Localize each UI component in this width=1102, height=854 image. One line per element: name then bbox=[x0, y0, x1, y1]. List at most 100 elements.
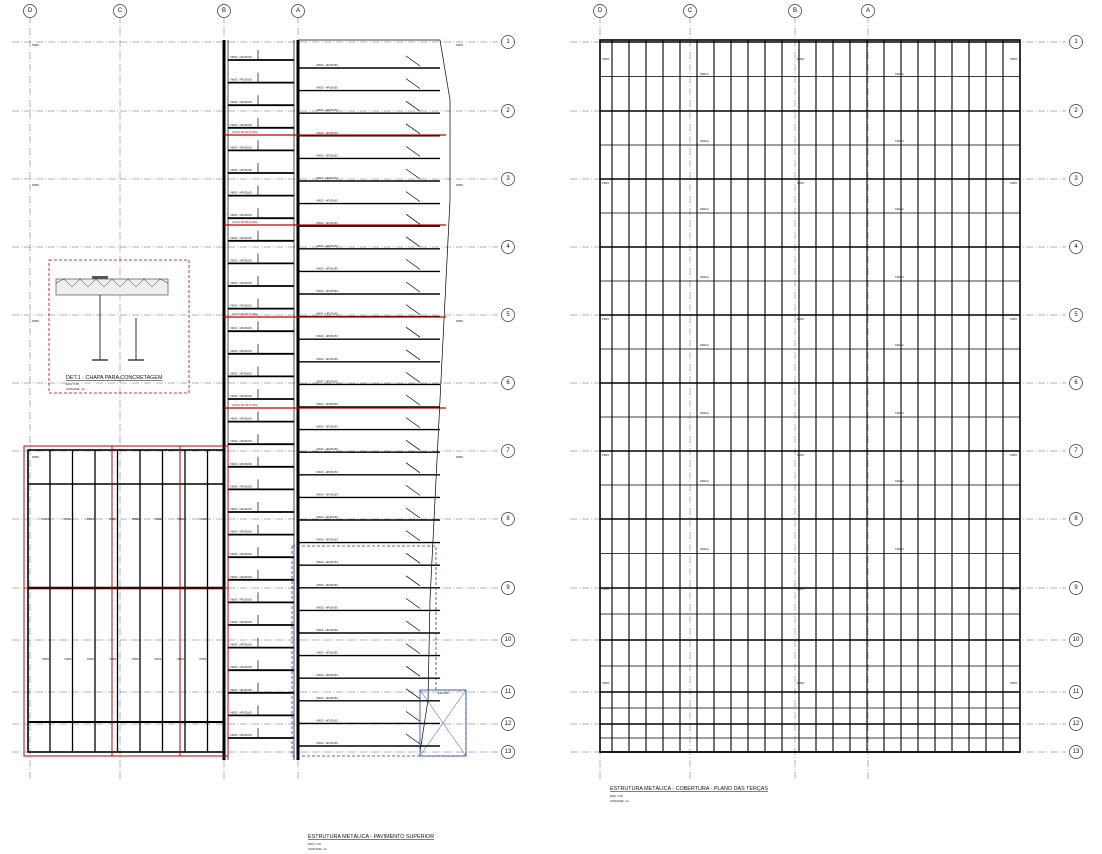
column-bubble-C-circle bbox=[683, 4, 697, 18]
row-bubble-1: 1 bbox=[501, 35, 515, 49]
row-bubble-2: 2 bbox=[501, 104, 515, 118]
pillar-tag: PM03 bbox=[1010, 181, 1017, 185]
beam-tag: VMO3 - HP200x53 bbox=[230, 733, 252, 737]
left-plan-unit: UNIDADE: cm bbox=[308, 847, 328, 851]
pillar-tag: PM03 bbox=[602, 681, 609, 685]
beam-tag: PM03 bbox=[65, 657, 72, 661]
row-bubble-5: 5 bbox=[501, 308, 515, 322]
purlin-tag: TERÇA bbox=[895, 139, 904, 143]
row-bubble-10-label: 10 bbox=[505, 637, 512, 643]
row-bubble-11: 11 bbox=[1069, 685, 1083, 699]
purlin-tag: TERÇA bbox=[895, 207, 904, 211]
row-bubble-8-label: 8 bbox=[1074, 516, 1078, 522]
arrow bbox=[405, 259, 421, 270]
arrow bbox=[405, 462, 421, 474]
pillar-tag: PM03 bbox=[456, 183, 463, 187]
pillar-tag: PM03 bbox=[1010, 587, 1017, 591]
beam-tag: VMO3 - HP200x53 bbox=[230, 213, 252, 217]
row-bubble-2-circle bbox=[1069, 104, 1083, 118]
row-bubble-8-label: 8 bbox=[506, 516, 510, 522]
purlin-tag: TERÇA bbox=[895, 411, 904, 415]
column-bubble-B-label: B bbox=[793, 8, 797, 14]
beam-tag: VMO3 - HP200x53 bbox=[230, 462, 252, 466]
row-bubble-2: 2 bbox=[1069, 104, 1083, 118]
beam-tag: VMO3 - HP200x53 bbox=[316, 334, 338, 338]
beam-tag: PM03 bbox=[110, 657, 117, 661]
beam-tag: VMO3 - HP200x53 bbox=[316, 266, 338, 270]
arrow bbox=[405, 485, 421, 496]
beam-tag: PM03 bbox=[200, 657, 207, 661]
beam-tag: VMO3 - HP200x53 bbox=[316, 628, 338, 632]
column-bubble-A-label: A bbox=[296, 8, 300, 14]
column-bubble-A: A bbox=[291, 4, 305, 18]
purlin-tag: TERÇA bbox=[895, 547, 904, 551]
arrow bbox=[405, 123, 421, 135]
row-bubble-1-circle bbox=[1069, 35, 1083, 49]
row-bubble-4: 4 bbox=[1069, 240, 1083, 254]
beam-tag: VMO3 - HP200x53 bbox=[316, 470, 338, 474]
beam-tag: PM03 bbox=[155, 517, 162, 521]
row-bubble-1-label: 1 bbox=[506, 39, 510, 45]
beam-tag: VMO3 - HP200x53 bbox=[316, 63, 338, 67]
pillar-tag: PM03 bbox=[602, 57, 609, 61]
row-bubble-4-circle bbox=[501, 240, 515, 254]
pillar-tag: PM03 bbox=[32, 319, 39, 323]
beam-tag: VMO3 - HP200x53 bbox=[316, 108, 338, 112]
column-bubble-D: D bbox=[23, 4, 37, 18]
row-bubble-5-circle bbox=[501, 308, 515, 322]
purlin-tag: TERÇA bbox=[700, 275, 709, 279]
beam-tag: VMO3 - HP200x53 bbox=[230, 597, 252, 601]
beam-tag: VMO3 - HP200x53 bbox=[230, 417, 252, 421]
row-bubble-1-circle bbox=[501, 35, 515, 49]
arrow bbox=[405, 236, 421, 248]
row-bubble-5-label: 5 bbox=[1074, 312, 1078, 318]
column-bubble-A: A bbox=[861, 4, 875, 18]
beam-tag: PM03 bbox=[65, 517, 72, 521]
row-bubble-4-circle bbox=[1069, 240, 1083, 254]
row-bubble-12: 12 bbox=[1069, 717, 1083, 731]
beam-tag: PM03 bbox=[42, 517, 49, 521]
beam-tag: VMO3 - HP200x53 bbox=[230, 394, 252, 398]
column-bubble-C-circle bbox=[113, 4, 127, 18]
pillar-tag: PM03 bbox=[1010, 453, 1017, 457]
column-bubble-B-circle bbox=[217, 4, 231, 18]
beam-tag: VMO3 - HP200x53 bbox=[316, 605, 338, 609]
row-bubble-13-label: 13 bbox=[505, 749, 512, 755]
pillar-tag: PM03 bbox=[1010, 317, 1017, 321]
beam-tag: VMO3 - HP200x53 bbox=[230, 575, 252, 579]
row-bubble-4-label: 4 bbox=[1074, 244, 1078, 250]
beam-tag: VMO3 - HP200x53 bbox=[316, 492, 338, 496]
arrow bbox=[405, 665, 421, 677]
beam-tag: VMO3 - HP200x53 bbox=[230, 552, 252, 556]
beam-tag: PM03 bbox=[42, 657, 49, 661]
row-bubble-6: 6 bbox=[1069, 376, 1083, 390]
arrow bbox=[405, 100, 421, 112]
beam-tag: VMO3 - HP200x53 bbox=[230, 484, 252, 488]
beam-tag: VMO3 - HP200x53 bbox=[230, 236, 252, 240]
purlin-tag: TERÇA bbox=[700, 139, 709, 143]
arrow bbox=[405, 146, 421, 157]
beam-tag: VMO3 - HP200x53 bbox=[316, 176, 338, 180]
row-bubble-12-circle bbox=[501, 717, 515, 731]
left-plan-scale: ESC 1:50 bbox=[308, 842, 321, 846]
column-bubble-D-circle bbox=[23, 4, 37, 18]
arrow bbox=[405, 394, 421, 406]
row-bubble-6-label: 6 bbox=[1074, 380, 1078, 386]
beam-tag: VMO3 - HP200x53 bbox=[230, 191, 252, 195]
beam-tag: VMO3 - HP200x53 bbox=[316, 244, 338, 248]
column-bubble-A-label: A bbox=[866, 8, 870, 14]
beam-tag: VMO3 - HP200x53 bbox=[230, 145, 252, 149]
beam-tag: VMO3 - HP200x53 bbox=[230, 123, 252, 127]
row-bubble-9-label: 9 bbox=[506, 585, 510, 591]
beam-tag: VMO3 - HP200x53 bbox=[316, 131, 338, 135]
pillar-tag: PM03 bbox=[456, 319, 463, 323]
beam-tag: VMO3 - HP200x53 bbox=[230, 304, 252, 308]
beam-tag: VMO3 - HP200x53 bbox=[230, 710, 252, 714]
column-bubble-D-circle bbox=[593, 4, 607, 18]
arrow bbox=[405, 711, 421, 722]
column-bubble-C: C bbox=[683, 4, 697, 18]
pillar-tag: PM03 bbox=[602, 317, 609, 321]
upper-tower-structure: JUNTA ESTRUTURAL JUNTA ESTRUTURAL JUNTA ES… bbox=[32, 39, 463, 760]
